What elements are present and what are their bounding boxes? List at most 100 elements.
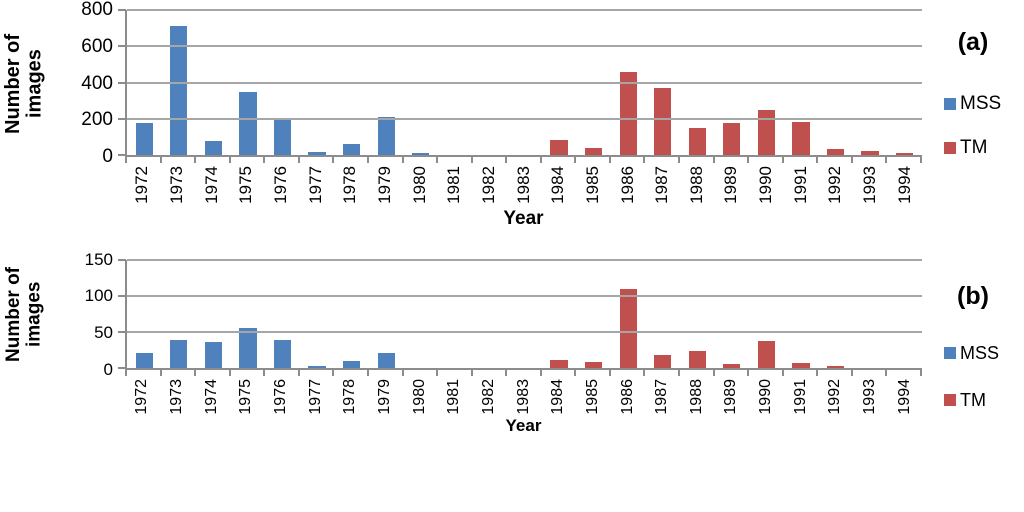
gridline-600 xyxy=(127,45,922,48)
x-axis-tick-mark xyxy=(334,369,369,376)
category-slot-1988 xyxy=(680,10,715,155)
x-label-slot-1973: 1973 xyxy=(160,166,195,204)
gridline-150 xyxy=(127,258,922,261)
category-slot-1981 xyxy=(438,260,473,368)
x-label-slot-1972: 1972 xyxy=(125,379,160,415)
bar-1976-mss xyxy=(273,340,292,368)
y-tick-label-100: 100 xyxy=(84,286,113,306)
x-label-slot-1989: 1989 xyxy=(714,379,749,415)
legend-label-tm: TM xyxy=(960,389,986,410)
panel-label-a: (a) xyxy=(957,28,989,56)
legend-b: MSS TM xyxy=(922,343,1024,411)
category-slot-1987 xyxy=(645,10,680,155)
x-axis-tick-mark xyxy=(749,157,784,163)
legend-label-tm: TM xyxy=(960,137,988,158)
x-axis-title-a: Year xyxy=(503,207,544,229)
gridline-400 xyxy=(127,81,922,84)
x-axis-tick-mark xyxy=(853,369,888,376)
x-tick-label-1976: 1976 xyxy=(271,378,289,415)
y-axis-tick-mark-200 xyxy=(118,117,126,120)
x-label-slot-1984: 1984 xyxy=(541,379,576,415)
category-slot-1985 xyxy=(576,260,611,368)
x-axis-tick-mark xyxy=(127,157,162,163)
bar-1973-mss xyxy=(170,26,188,155)
bar-slots-b xyxy=(127,260,922,368)
x-tick-label-1994: 1994 xyxy=(895,378,913,415)
x-tick-label-1992: 1992 xyxy=(825,166,845,204)
bar-1986-tm xyxy=(619,71,637,155)
x-label-slot-1983: 1983 xyxy=(506,166,541,204)
x-label-slot-1979: 1979 xyxy=(368,379,403,415)
x-axis-tick-mark xyxy=(369,369,404,376)
tm-swatch-icon xyxy=(944,142,956,154)
plot-column-a: 1972 1973 1974 1975 1976 1977 1978 1979 1980 1981… xyxy=(118,9,922,236)
category-slot-1990 xyxy=(749,10,784,155)
category-slot-1982 xyxy=(473,260,508,368)
category-slot-1973 xyxy=(162,10,197,155)
x-tick-label-1983: 1983 xyxy=(513,166,533,204)
bar-1990-tm xyxy=(757,341,776,368)
bar-1987-tm xyxy=(654,354,672,368)
x-tick-label-1990: 1990 xyxy=(756,166,776,204)
side-panel-b: (b) MSS TM xyxy=(922,260,1024,441)
category-slot-1978 xyxy=(334,10,369,155)
x-axis-tick-mark xyxy=(231,157,266,163)
category-slot-1978 xyxy=(334,260,369,368)
bar-1986-tm xyxy=(619,288,637,368)
y-axis-tick-mark-50 xyxy=(118,330,126,333)
x-label-slot-1987: 1987 xyxy=(645,379,680,415)
x-tick-label-1982: 1982 xyxy=(479,378,497,415)
bar-1975-mss xyxy=(239,328,257,368)
bar-1984-tm xyxy=(550,139,568,155)
x-label-slot-1992: 1992 xyxy=(818,166,853,204)
x-label-slot-1985: 1985 xyxy=(576,166,611,204)
x-tick-label-1978: 1978 xyxy=(340,166,360,204)
x-axis-tick-mark xyxy=(127,369,162,376)
x-tick-label-1994: 1994 xyxy=(894,166,914,204)
x-axis-tick-mark xyxy=(645,157,680,163)
bar-1980-mss xyxy=(412,153,430,155)
x-label-slot-1983: 1983 xyxy=(506,379,541,415)
x-label-slot-1982: 1982 xyxy=(472,166,507,204)
bar-1976-mss xyxy=(273,118,292,155)
category-slot-1986 xyxy=(611,10,646,155)
category-slot-1980 xyxy=(404,260,439,368)
category-slot-1991 xyxy=(784,260,819,368)
gridline-200 xyxy=(127,117,922,120)
x-label-slot-1980: 1980 xyxy=(402,379,437,415)
x-label-slot-1991: 1991 xyxy=(783,379,818,415)
x-tick-label-1987: 1987 xyxy=(653,378,671,415)
y-tick-label-200: 200 xyxy=(81,109,113,131)
x-axis-tick-mark xyxy=(334,157,369,163)
x-axis-tick-mark xyxy=(162,369,197,376)
bar-1993-tm xyxy=(861,151,879,155)
x-tick-label-1983: 1983 xyxy=(514,378,532,415)
x-label-slot-1974: 1974 xyxy=(194,166,229,204)
bar-1978-mss xyxy=(343,144,361,155)
category-slot-1993 xyxy=(853,260,888,368)
y-axis-tick-labels-b: 150 100 50 0 xyxy=(50,250,125,379)
x-tick-label-1974: 1974 xyxy=(202,378,220,415)
category-slot-1991 xyxy=(784,10,819,155)
y-axis-tick-mark-150 xyxy=(118,258,126,261)
bar-1977-mss xyxy=(308,152,326,155)
x-tick-label-1978: 1978 xyxy=(341,378,359,415)
x-axis-tick-mark xyxy=(887,369,922,376)
x-axis-tick-mark xyxy=(473,369,508,376)
x-tick-label-1988: 1988 xyxy=(686,166,706,204)
x-label-slot-1984: 1984 xyxy=(541,166,576,204)
x-axis-tick-mark xyxy=(196,157,231,163)
y-axis-tick-mark-100 xyxy=(118,294,126,297)
y-tick-label-600: 600 xyxy=(81,35,113,57)
y-axis-tick-mark-400 xyxy=(118,81,126,84)
bar-1985-tm xyxy=(584,147,603,155)
x-tick-label-1988: 1988 xyxy=(687,378,705,415)
x-label-slot-1977: 1977 xyxy=(298,166,333,204)
x-tick-label-1977: 1977 xyxy=(305,166,325,204)
y-tick-label-0: 0 xyxy=(103,359,113,379)
category-slot-1990 xyxy=(749,260,784,368)
x-tick-label-1986: 1986 xyxy=(618,378,636,415)
plot-area-a xyxy=(118,9,922,157)
x-axis-ticks-b xyxy=(125,369,922,376)
x-tick-label-1972: 1972 xyxy=(132,166,152,204)
